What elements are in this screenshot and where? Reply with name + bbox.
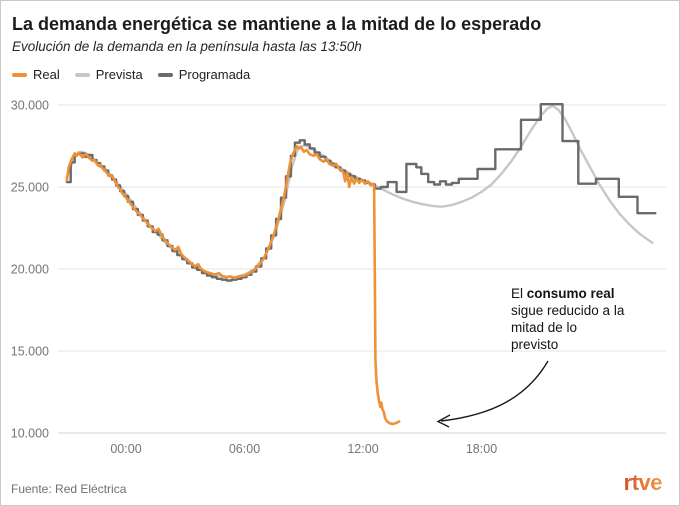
rtve-logo: rtve xyxy=(623,470,663,495)
x-axis-tick-label: 06:00 xyxy=(229,442,260,456)
legend-item-prevista: Prevista xyxy=(74,67,143,82)
chart-legend: Real Prevista Programada xyxy=(12,67,250,82)
legend-label-programada: Programada xyxy=(178,67,251,82)
y-axis-tick-label: 10.000 xyxy=(11,427,49,441)
legend-swatch-prevista-icon xyxy=(74,72,90,77)
chart-series xyxy=(65,103,657,426)
annotation-line: previsto xyxy=(511,337,559,353)
legend-label-real: Real xyxy=(33,67,60,82)
annotation-arrow-icon xyxy=(436,360,549,428)
page-title: La demanda energética se mantiene a la m… xyxy=(12,14,542,34)
series-line-prevista xyxy=(65,104,654,279)
y-axis-tick-label: 15.000 xyxy=(11,345,49,359)
legend-swatch-real-icon xyxy=(12,72,27,77)
legend-item-real: Real xyxy=(12,67,60,82)
y-axis-tick-label: 25.000 xyxy=(11,181,49,195)
annotation-text: El consumo real sigue reducido a la mita… xyxy=(511,285,671,354)
legend-label-prevista: Prevista xyxy=(95,67,143,82)
legend-item-programada: Programada xyxy=(157,67,251,82)
x-axis-tick-label: 00:00 xyxy=(110,442,141,456)
annotation-line: sigue reducido a la xyxy=(511,303,625,319)
y-axis-tick-label: 20.000 xyxy=(11,263,49,277)
y-axis-tick-label: 30.000 xyxy=(11,99,49,113)
x-axis-tick-label: 18:00 xyxy=(466,442,497,456)
annotation-line: mitad de lo xyxy=(511,320,578,336)
series-line-programada xyxy=(65,103,657,282)
legend-swatch-programada-icon xyxy=(157,72,173,77)
source-credit: Fuente: Red Eléctrica xyxy=(11,482,127,496)
chart-gridlines: 30.000 25.000 20.000 15.000 10.000 00:00 06:00… xyxy=(11,99,666,456)
annotation-line: El consumo real xyxy=(511,286,615,301)
series-line-real xyxy=(65,144,401,426)
page-subtitle: Evolución de la demanda en la península … xyxy=(12,39,362,54)
x-axis-tick-label: 12:00 xyxy=(347,442,378,456)
